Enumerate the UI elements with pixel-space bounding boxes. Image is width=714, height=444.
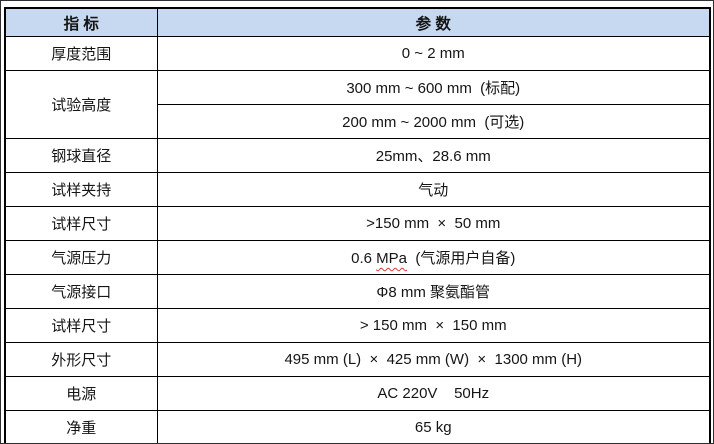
table-row: 厚度范围 0 ~ 2 mm: [4, 36, 711, 71]
row-value-ball-diameter: 25mm、28.6 mm: [156, 138, 711, 173]
table-row: 钢球直径 25mm、28.6 mm: [4, 138, 711, 173]
row-label-ball-diameter: 钢球直径: [4, 138, 158, 173]
row-value-specimen-size-1: >150 mm × 50 mm: [156, 206, 711, 241]
row-value-power-supply: AC 220V 50Hz: [156, 376, 711, 411]
row-label-air-connector: 气源接口: [4, 274, 158, 309]
table-row: 试验高度 300 mm ~ 600 mm (标配): [4, 70, 711, 139]
row-label-power-supply: 电源: [4, 376, 158, 411]
row-value-test-height-optional: 200 mm ~ 2000 mm (可选): [156, 104, 711, 139]
row-label-specimen-size-1: 试样尺寸: [4, 206, 158, 241]
row-label-specimen-size-2: 试样尺寸: [4, 308, 158, 343]
table-row: 试样夹持 气动: [4, 172, 711, 207]
air-pressure-suffix: (气源用户自备): [407, 250, 516, 267]
row-label-specimen-clamping: 试样夹持: [4, 172, 158, 207]
spec-table: 指 标 参 数 厚度范围 0 ~ 2 mm 试验高度 300 mm ~ 600 …: [4, 7, 711, 443]
row-label-test-height: 试验高度: [4, 70, 158, 139]
table-row: 净重 65 kg: [4, 410, 711, 443]
row-value-air-pressure: 0.6 MPa (气源用户自备): [156, 240, 711, 275]
row-label-overall-dimensions: 外形尺寸: [4, 342, 158, 377]
table-row: 电源 AC 220V 50Hz: [4, 376, 711, 411]
row-value-net-weight: 65 kg: [156, 410, 711, 443]
table-row: 气源接口 Φ8 mm 聚氨酯管: [4, 274, 711, 309]
row-value-overall-dimensions: 495 mm (L) × 425 mm (W) × 1300 mm (H): [156, 342, 711, 377]
table-row: 200 mm ~ 2000 mm (可选): [5, 104, 711, 139]
table-row: 气源压力 0.6 MPa (气源用户自备): [4, 240, 711, 275]
row-value-thickness-range: 0 ~ 2 mm: [156, 36, 711, 71]
row-label-air-pressure: 气源压力: [4, 240, 158, 275]
header-row: 指 标 参 数: [4, 7, 711, 37]
row-label-thickness-range: 厚度范围: [4, 36, 158, 71]
table-row: 试样尺寸 > 150 mm × 150 mm: [4, 308, 711, 343]
table-row: 试样尺寸 >150 mm × 50 mm: [4, 206, 711, 241]
header-indicator: 指 标: [4, 7, 158, 37]
header-parameter: 参 数: [156, 7, 711, 37]
table-row: 外形尺寸 495 mm (L) × 425 mm (W) × 1300 mm (…: [4, 342, 711, 377]
row-value-test-height-standard: 300 mm ~ 600 mm (标配): [156, 70, 711, 105]
row-value-air-connector: Φ8 mm 聚氨酯管: [156, 274, 711, 309]
air-pressure-spellcheck-word: MPa: [376, 250, 408, 267]
air-pressure-prefix: 0.6: [351, 250, 377, 267]
row-value-specimen-clamping: 气动: [156, 172, 711, 207]
row-value-specimen-size-2: > 150 mm × 150 mm: [156, 308, 711, 343]
row-label-net-weight: 净重: [4, 410, 158, 443]
